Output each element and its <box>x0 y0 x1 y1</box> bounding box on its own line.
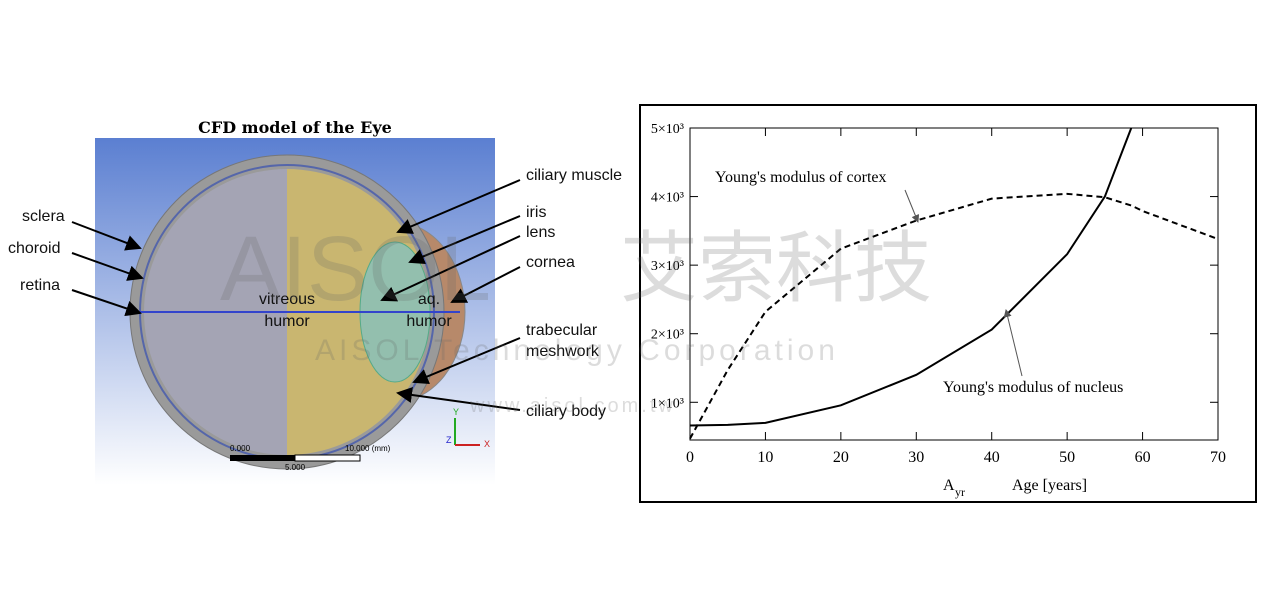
chart: 1×10³ 2×10³ 3×10³ 4×10³ 5×10³ 0 10 20 30 40 50 60 70… <box>639 104 1257 503</box>
scale-label: 5.000 <box>285 463 306 472</box>
x-symbol: A <box>943 477 955 494</box>
part-label: ciliary body <box>526 403 606 420</box>
eye-diagram: CFD model of the Eye vitreous humor aq. … <box>8 118 622 485</box>
region-label: humor <box>264 313 310 330</box>
plot: 1×10³ 2×10³ 3×10³ 4×10³ 5×10³ 0 10 20 30 40 50 60 70 <box>651 122 1226 466</box>
series-line <box>689 192 1219 440</box>
triad-label: X <box>484 439 490 449</box>
scale-bar <box>294 454 361 462</box>
plot-frame <box>689 127 1219 441</box>
part-label: iris <box>526 204 546 221</box>
x-axis-label: Age [years] <box>1012 477 1087 494</box>
series-line <box>689 127 1133 427</box>
part-label: retina <box>20 277 60 294</box>
x-tick-label: 10 <box>757 449 773 466</box>
region-label: humor <box>406 313 452 330</box>
x-tick-label: 60 <box>1135 449 1151 466</box>
x-tick-label: 20 <box>833 449 849 466</box>
region-label: aq. <box>418 291 440 308</box>
y-tick-label: 5×10³ <box>651 122 684 137</box>
part-label: lens <box>526 224 555 241</box>
annotation: Young's modulus of cortex <box>715 169 886 186</box>
scale-label: 10.000 (mm) <box>345 444 391 453</box>
annotation: Young's modulus of nucleus <box>943 379 1123 396</box>
y-tick-label: 1×10³ <box>651 396 684 411</box>
x-symbol-sub: yr <box>955 485 965 499</box>
annotation-arrow <box>1003 309 1023 377</box>
triad-label: Z <box>446 435 452 445</box>
part-label: cornea <box>526 254 575 271</box>
region-label: vitreous <box>259 291 315 308</box>
chart-frame <box>639 104 1257 503</box>
arrows <box>71 179 521 411</box>
x-tick-label: 30 <box>908 449 924 466</box>
watermark-logo: AISOL <box>220 218 491 320</box>
triad-label: Y <box>453 407 459 417</box>
watermark: AISOL 艾索科技 AISOL Technology Corporation … <box>220 218 932 417</box>
part-label: sclera <box>22 208 65 225</box>
scale-bar <box>230 455 295 461</box>
y-tick-label: 2×10³ <box>651 328 684 343</box>
x-tick-label: 70 <box>1210 449 1226 466</box>
annotation-arrow <box>904 189 920 223</box>
part-label: choroid <box>8 240 60 257</box>
part-label: meshwork <box>526 343 600 360</box>
x-tick-label: 50 <box>1059 449 1075 466</box>
scale-label: 0.000 <box>230 444 251 453</box>
x-tick-label: 0 <box>686 449 694 466</box>
diagram-title: CFD model of the Eye <box>198 118 392 137</box>
y-tick-label: 4×10³ <box>651 191 684 206</box>
y-tick-label: 3×10³ <box>651 259 684 274</box>
part-label: trabecular <box>526 322 598 339</box>
part-label: ciliary muscle <box>526 167 622 184</box>
x-tick-label: 40 <box>984 449 1000 466</box>
watermark-url: www.aisol.com.tw <box>469 395 676 417</box>
watermark-english: AISOL Technology Corporation <box>315 334 839 367</box>
watermark-chinese: 艾索科技 <box>620 224 932 314</box>
